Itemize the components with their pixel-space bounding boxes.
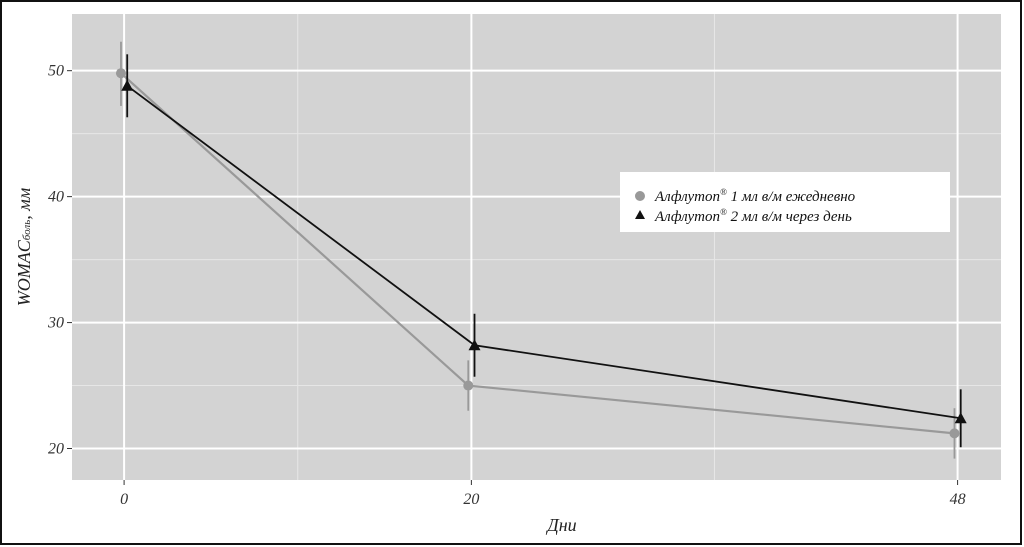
y-axis-ticks: 20 30 40 50 [47, 63, 72, 458]
x-tick-label: 48 [950, 491, 966, 508]
y-tick-label: 20 [48, 441, 64, 458]
series-1 [115, 41, 960, 459]
grid-minor [72, 14, 1001, 480]
series-1-point [115, 68, 126, 79]
legend-label-series-1: Алфлутоп® 1 мл в/м ежедневно [654, 187, 856, 205]
y-tick-label: 40 [48, 189, 64, 206]
y-tick-label: 50 [48, 63, 64, 80]
series-1-point [463, 380, 474, 391]
series-2-point [121, 79, 134, 91]
series-layer [115, 41, 967, 459]
legend-label-series-2: Алфлутоп® 2 мл в/м через день [654, 207, 852, 225]
series-1-point [949, 428, 960, 439]
y-tick-label: 30 [47, 315, 64, 332]
x-tick-label: 20 [463, 491, 479, 508]
x-axis-ticks: 0 20 48 [120, 480, 966, 508]
x-tick-label: 0 [120, 491, 128, 508]
series-2-point [954, 412, 967, 424]
legend-marker-series-2 [635, 210, 645, 219]
x-axis-title: Дни [545, 515, 576, 535]
legend-marker-series-1 [635, 191, 645, 201]
series-2 [121, 54, 967, 448]
legend-box [620, 172, 950, 232]
plot-panel [72, 14, 1001, 480]
y-axis-title: WOMACболь, мм [14, 187, 34, 306]
series-2-point [468, 339, 481, 351]
grid-major [72, 14, 1001, 480]
legend: Алфлутоп® 1 мл в/м ежедневно Алфлутоп® 2… [620, 172, 950, 232]
